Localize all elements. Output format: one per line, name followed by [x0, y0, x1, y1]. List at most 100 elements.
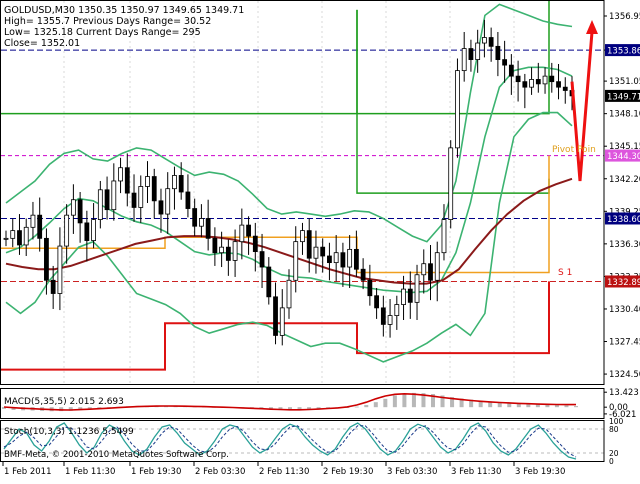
level-price-label: 1349.71 [607, 92, 640, 102]
bollinger-lower [5, 111, 573, 363]
price-candle [50, 279, 56, 294]
y-tick-label: 1330.40 [609, 305, 640, 315]
x-tick-label: 3 Feb 19:30 [515, 467, 565, 477]
price-candle [522, 81, 528, 88]
price-candle [380, 307, 386, 325]
price-candle [448, 147, 454, 220]
price-candle [562, 86, 568, 91]
price-candle [246, 224, 251, 237]
level-price-box [605, 149, 640, 162]
macd-y-label: -6.021 [609, 410, 636, 420]
macd-y-label: 0.00 [609, 403, 628, 413]
macd-histogram-bar [278, 407, 283, 411]
macd-y-label: 13.423 [609, 388, 639, 398]
stoch-y-label: 20 [609, 449, 619, 458]
price-candle [320, 246, 326, 257]
stoch-y-label: 100 [609, 417, 624, 426]
macd-histogram-bar [421, 393, 426, 408]
price-candle [279, 307, 285, 336]
forecast-arrow [570, 31, 594, 182]
level-price-label: 1332.89 [607, 278, 640, 288]
price-candle [482, 37, 487, 44]
price-candle [401, 288, 406, 305]
macd-histogram-bar [535, 404, 540, 408]
x-tick-label: 3 Feb 11:30 [451, 467, 501, 477]
macd-histogram-bar [411, 392, 416, 408]
x-tick-label: 2 Feb 03:30 [195, 467, 245, 477]
price-candle [185, 191, 191, 209]
price-candle [205, 218, 211, 239]
pivot-label: Pivot Poin [552, 145, 596, 155]
y-tick-label: 1348.10 [609, 110, 640, 120]
price-candle [286, 279, 292, 309]
price-candle [37, 214, 43, 239]
high-info: High= 1355.7 Previous Days Range= 30.52 [4, 16, 211, 27]
slow-moving-average [5, 177, 573, 285]
symbol-info: GOLDUSD,M30 1350.35 1350.97 1349.65 1349… [4, 5, 244, 16]
price-candle [17, 230, 22, 246]
price-candle [91, 219, 96, 241]
price-candle [394, 304, 400, 316]
price-candle [549, 75, 555, 83]
stoch-frame [0, 420, 605, 462]
macd-histogram-bar [526, 403, 531, 408]
price-candle [508, 64, 514, 77]
price-candle [151, 176, 157, 202]
close-info: Close= 1352.01 [4, 38, 80, 49]
macd-histogram-bar [87, 407, 92, 410]
macd-histogram-bar [383, 398, 388, 408]
macd-histogram-bar [450, 397, 455, 408]
price-candle [488, 37, 494, 47]
price-candle [124, 167, 130, 194]
price-candle [252, 235, 258, 252]
price-candle [84, 222, 90, 241]
price-candle [104, 189, 110, 211]
price-candle [300, 230, 305, 243]
price-candle [407, 288, 413, 303]
price-candle [542, 75, 548, 85]
price-candle [111, 180, 117, 211]
price-candle [266, 266, 272, 298]
macd-histogram-bar [554, 404, 559, 408]
macd-histogram-bar [354, 406, 359, 408]
price-candle [441, 219, 447, 254]
level-price-label: 1353.86 [607, 47, 640, 57]
price-candle [97, 189, 103, 220]
s1-label: S 1 [558, 268, 572, 278]
macd-histogram-bar [469, 399, 474, 408]
macd-histogram-bar [392, 395, 397, 408]
price-candle [434, 252, 440, 281]
price-candle [340, 252, 346, 268]
price-candle [428, 263, 433, 281]
price-candle [515, 75, 521, 83]
main-frame [0, 0, 605, 385]
price-candle [192, 208, 198, 227]
macd-title: MACD(5,35,5) 2.015 2.693 [4, 397, 124, 407]
price-candle [327, 255, 332, 264]
stoch-title: Stoch(10,3,3) 1.1236 5.5499 [4, 427, 134, 437]
price-candle [138, 186, 144, 208]
level-price-box [605, 89, 640, 102]
price-candle [77, 199, 83, 224]
stoch-signal-line [3, 425, 577, 458]
price-candle [259, 251, 265, 268]
macd-histogram-bar [2, 407, 6, 409]
macd-frame [0, 388, 605, 419]
price-candle [306, 230, 312, 259]
price-candle [529, 79, 534, 88]
price-candle [535, 79, 541, 85]
macd-histogram-bar [507, 402, 512, 408]
price-candle [3, 237, 9, 240]
macd-histogram-bar [440, 395, 445, 408]
macd-histogram-bar [497, 402, 502, 408]
price-candle [10, 230, 16, 239]
price-candle [212, 237, 218, 254]
price-candle [219, 246, 225, 254]
macd-histogram-bar [373, 402, 378, 408]
price-candle [468, 48, 474, 60]
y-tick-label: 1336.30 [609, 240, 640, 250]
stoch-main-line [3, 422, 577, 460]
price-candle [475, 42, 481, 60]
stoch-y-label: 0 [609, 457, 614, 466]
